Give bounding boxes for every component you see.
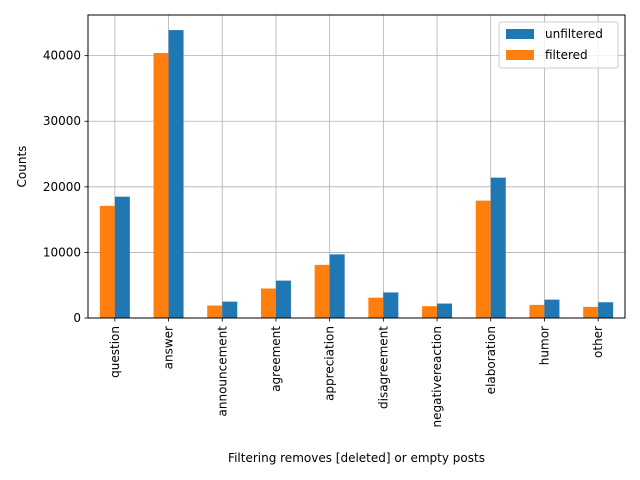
y-axis-label: Counts — [15, 146, 29, 188]
bar-filtered-answer — [153, 53, 169, 318]
x-tick-label-other: other — [591, 326, 605, 358]
bar-filtered-question — [99, 205, 115, 318]
x-tick-label-question: question — [108, 326, 122, 378]
axis-ticks: 0 10000 20000 30000 40000 question answer annou… — [43, 49, 605, 428]
x-axis-label: Filtering removes [deleted] or empty pos… — [228, 451, 485, 465]
bar-filtered-agreement — [260, 288, 276, 318]
bar-filtered-appreciation — [314, 264, 330, 318]
x-tick-label-appreciation: appreciation — [323, 326, 337, 401]
x-tick-label-negativereaction: negativereaction — [430, 326, 444, 427]
bar-unfiltered-negativereaction — [437, 303, 453, 318]
legend-swatch-filtered — [506, 50, 534, 60]
plot-frame — [87, 14, 626, 319]
x-tick-label-disagreement: disagreement — [376, 326, 390, 409]
y-tick-label: 10000 — [43, 245, 81, 259]
bars — [99, 30, 614, 319]
x-tick-label-humor: humor — [537, 326, 551, 365]
bar-filtered-other — [583, 306, 599, 318]
y-tick-label: 30000 — [43, 114, 81, 128]
y-tick-label: 40000 — [43, 49, 81, 63]
bar-unfiltered-agreement — [275, 280, 291, 318]
bar-filtered-disagreement — [368, 297, 384, 318]
bar-unfiltered-answer — [168, 30, 184, 319]
legend: unfiltered filtered — [498, 21, 619, 69]
bar-unfiltered-elaboration — [490, 177, 506, 318]
bar-unfiltered-appreciation — [329, 254, 345, 318]
x-tick-label-announcement: announcement — [215, 326, 229, 417]
bar-unfiltered-humor — [544, 299, 560, 318]
bar-filtered-announcement — [207, 305, 223, 318]
bar-unfiltered-question — [114, 196, 130, 318]
x-tick-label-answer: answer — [162, 326, 176, 369]
x-tick-label-agreement: agreement — [269, 326, 283, 392]
legend-label-filtered: filtered — [545, 48, 588, 62]
legend-label-unfiltered: unfiltered — [545, 27, 603, 41]
bar-unfiltered-disagreement — [383, 292, 399, 318]
bar-filtered-humor — [529, 304, 545, 318]
bar-filtered-negativereaction — [422, 306, 438, 318]
bar-unfiltered-announcement — [222, 301, 238, 318]
y-tick-label: 20000 — [43, 180, 81, 194]
bar-unfiltered-other — [598, 302, 614, 318]
bar-filtered-elaboration — [475, 200, 491, 318]
x-tick-label-elaboration: elaboration — [484, 326, 498, 394]
y-tick-label: 0 — [73, 311, 81, 325]
legend-swatch-unfiltered — [506, 29, 534, 39]
